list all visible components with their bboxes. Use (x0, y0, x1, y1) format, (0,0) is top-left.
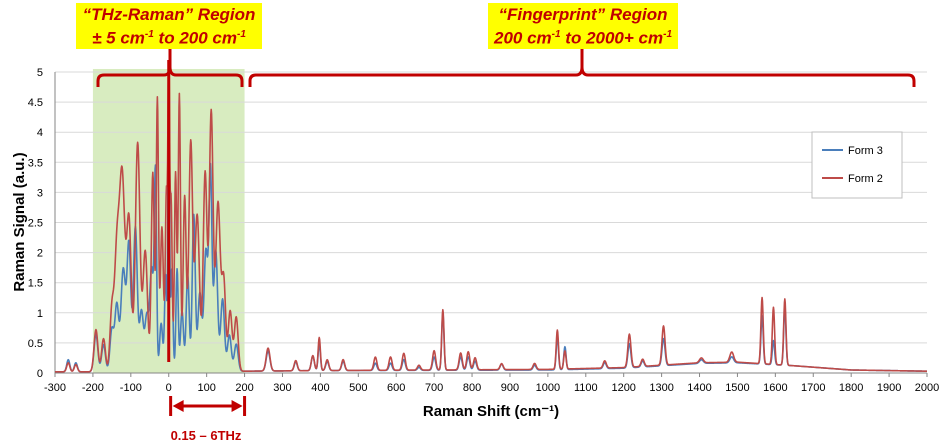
thz-region-range: ± 5 cm-1 to 200 cm-1 (92, 28, 246, 48)
x-tick-label: 1900 (877, 382, 901, 394)
legend: Form 3 Form 2 (811, 131, 903, 199)
x-axis-title: Raman Shift (cm⁻¹) (423, 403, 559, 420)
x-tick-label: 800 (463, 382, 481, 394)
x-tick-label: -300 (44, 382, 66, 394)
y-tick-label: 2 (37, 248, 43, 260)
y-axis-title: Raman Signal (a.u.) (11, 152, 28, 291)
x-tick-label: 400 (311, 382, 329, 394)
x-tick-label: 1300 (649, 382, 673, 394)
thz-range-arrow-right-head (231, 400, 243, 412)
fingerprint-region-range: 200 cm-1 to 2000+ cm-1 (494, 28, 673, 48)
fingerprint-region-bracket (248, 66, 916, 87)
y-tick-label: 0 (37, 368, 43, 380)
series-line-form-2 (54, 71, 928, 373)
y-tick-label: 1.5 (28, 278, 43, 290)
x-tick-label: 1700 (801, 382, 825, 394)
x-tick-label: 0 (166, 382, 172, 394)
region-brackets (96, 49, 916, 416)
x-tick-label: 1000 (536, 382, 560, 394)
series (54, 71, 928, 373)
thz-region-label: “THz-Raman” Region ± 5 cm-1 to 200 cm-1 (76, 3, 262, 49)
x-tick-label: 100 (197, 382, 215, 394)
axes: 0 0.5 1 1.5 2 2.5 3 3.5 4 4.5 5 -300 -200 -100 0 100 200… (28, 67, 940, 394)
y-tick-label: 3 (37, 187, 43, 199)
legend-box (811, 131, 903, 199)
y-tick-label: 5 (37, 67, 43, 79)
fingerprint-region-label: “Fingerprint” Region 200 cm-1 to 2000+ c… (488, 3, 678, 49)
x-tick-label: 300 (273, 382, 291, 394)
y-tick-label: 0.5 (28, 338, 43, 350)
x-tick-label: -200 (82, 382, 104, 394)
y-tick-label: 4 (37, 127, 43, 139)
fingerprint-region-title: “Fingerprint” Region (498, 5, 668, 24)
legend-label: Form 3 (848, 145, 883, 157)
y-tick-label: 2.5 (28, 218, 43, 230)
y-tick-label: 3.5 (28, 157, 43, 169)
y-tick-label: 1 (37, 308, 43, 320)
x-tick-label: 1500 (725, 382, 749, 394)
x-tick-label: 500 (349, 382, 367, 394)
x-tick-label: 900 (501, 382, 519, 394)
y-tick-label: 4.5 (28, 97, 43, 109)
x-tick-label: 1800 (839, 382, 863, 394)
x-tick-label: 1400 (687, 382, 711, 394)
x-tick-label: 700 (425, 382, 443, 394)
thz-range-arrow-left-head (172, 400, 184, 412)
x-tick-label: 600 (387, 382, 405, 394)
x-tick-label: 200 (235, 382, 253, 394)
x-tick-label: 1600 (763, 382, 787, 394)
x-tick-label: -100 (120, 382, 142, 394)
x-tick-label: 1100 (574, 382, 598, 394)
thz-region-title: “THz-Raman” Region (82, 5, 256, 24)
legend-label: Form 2 (848, 173, 883, 185)
x-tick-label: 2000 (915, 382, 939, 394)
thz-range-label: 0.15 – 6THz (171, 428, 242, 443)
x-tick-label: 1200 (611, 382, 635, 394)
